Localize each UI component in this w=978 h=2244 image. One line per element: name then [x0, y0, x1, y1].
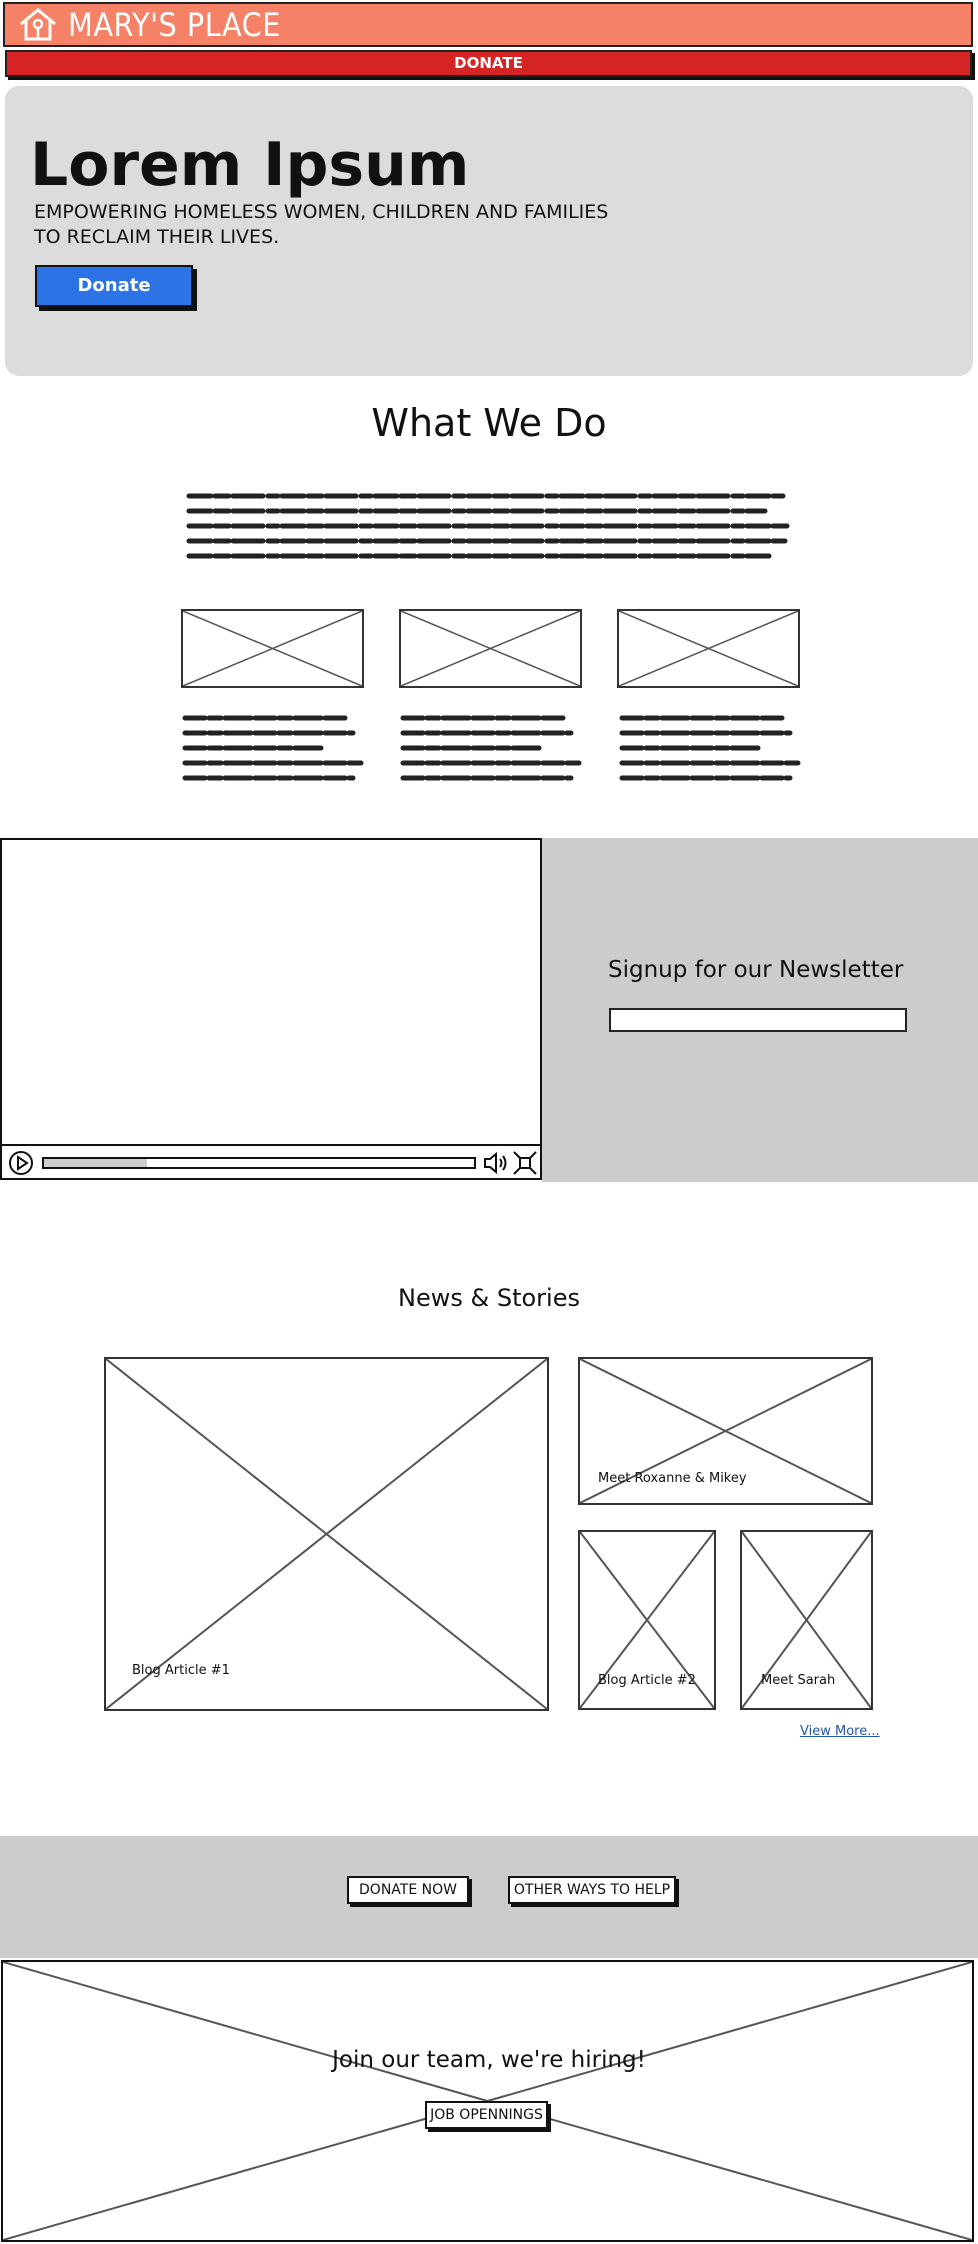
newsletter-title: Signup for our Newsletter [608, 957, 904, 983]
what-we-do-text-placeholder [185, 490, 795, 570]
newsletter-email-input[interactable] [609, 1008, 907, 1032]
fullscreen-icon[interactable] [512, 1150, 538, 1176]
hero-subtitle-line-1: EMPOWERING HOMELESS WOMEN, CHILDREN AND … [34, 201, 609, 223]
news-card-small-left[interactable] [578, 1530, 716, 1710]
cta-band [0, 1836, 978, 1958]
hero-title: Lorem Ipsum [30, 130, 470, 200]
donate-now-button[interactable]: DONATE NOW [347, 1876, 469, 1904]
news-caption: Meet Sarah [761, 1673, 836, 1688]
hero-subtitle: EMPOWERING HOMELESS WOMEN, CHILDREN AND … [34, 200, 674, 250]
program-image-placeholder [617, 609, 800, 688]
video-controls-divider [2, 1144, 540, 1146]
program-text-placeholder [181, 710, 366, 790]
news-card-small-right[interactable] [740, 1530, 873, 1710]
site-header [3, 2, 973, 47]
what-we-do-title: What We Do [371, 401, 607, 445]
house-icon[interactable] [18, 6, 58, 42]
video-progress-fill [44, 1159, 148, 1167]
play-icon[interactable] [8, 1150, 34, 1176]
program-image-placeholder [181, 609, 364, 688]
hero-donate-button[interactable]: Donate [35, 265, 193, 307]
news-caption: Blog Article #1 [132, 1663, 230, 1678]
program-text-placeholder [399, 710, 584, 790]
job-openings-button[interactable]: JOB OPENNINGS [425, 2101, 548, 2129]
news-card-large[interactable] [104, 1357, 549, 1711]
volume-icon[interactable] [482, 1150, 508, 1176]
video-player[interactable] [0, 838, 542, 1180]
program-text-placeholder [618, 710, 803, 790]
view-more-link[interactable]: View More... [800, 1724, 880, 1739]
video-seek-bar[interactable] [42, 1157, 476, 1169]
news-caption: Meet Roxanne & Mikey [598, 1471, 747, 1486]
news-card-top-right[interactable] [578, 1357, 873, 1505]
hero-panel [5, 86, 973, 376]
news-title: News & Stories [398, 1284, 580, 1312]
news-caption: Blog Article #2 [598, 1673, 696, 1688]
program-image-placeholder [399, 609, 582, 688]
brand-name[interactable]: MARY'S PLACE [68, 6, 281, 44]
hero-subtitle-line-2: TO RECLAIM THEIR LIVES. [34, 226, 280, 248]
donate-bar-button[interactable]: DONATE [5, 50, 972, 77]
hiring-title: Join our team, we're hiring! [332, 2047, 646, 2073]
other-ways-button[interactable]: OTHER WAYS TO HELP [508, 1876, 676, 1904]
